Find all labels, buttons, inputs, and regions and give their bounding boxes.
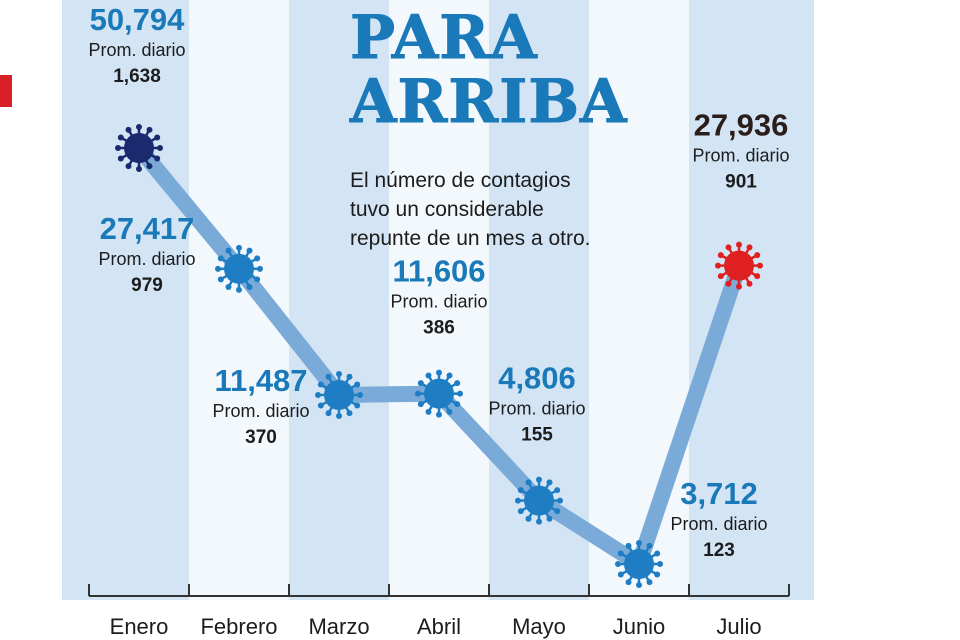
virus-marker	[315, 370, 363, 419]
value-label-daily: 123	[703, 540, 735, 561]
title-line-1: PARA	[350, 3, 538, 73]
month-band	[62, 0, 89, 600]
month-band	[89, 0, 189, 600]
value-label-total: 3,712	[680, 476, 758, 511]
x-tick-label: Febrero	[200, 614, 277, 639]
value-label-prom: Prom. diario	[98, 249, 195, 269]
value-label-prom: Prom. diario	[88, 40, 185, 60]
x-tick-label: Marzo	[308, 614, 369, 639]
virus-marker	[715, 241, 763, 290]
value-label-total: 27,417	[100, 211, 195, 246]
value-label-prom: Prom. diario	[692, 146, 789, 166]
x-tick-label: Mayo	[512, 614, 566, 639]
value-label-daily: 155	[521, 425, 553, 446]
value-label-total: 27,936	[694, 108, 789, 143]
value-label-total: 11,606	[392, 254, 485, 289]
chart-title: PARA ARRIBA	[350, 3, 628, 137]
virus-marker	[215, 244, 263, 293]
x-tick-label: Julio	[716, 614, 761, 639]
chart-subtitle: El número de contagios tuvo un considera…	[350, 169, 591, 250]
value-label-prom: Prom. diario	[212, 401, 309, 421]
value-label-prom: Prom. diario	[488, 399, 585, 419]
month-band	[589, 0, 689, 600]
x-tick-label: Junio	[613, 614, 666, 639]
title-line-2: ARRIBA	[350, 67, 628, 137]
value-label-daily: 901	[725, 172, 757, 193]
value-label-total: 50,794	[90, 2, 186, 37]
virus-marker	[615, 540, 663, 588]
value-label-daily: 1,638	[113, 66, 161, 87]
x-tick-label: Abril	[417, 614, 461, 639]
virus-marker	[415, 369, 463, 418]
month-band	[689, 0, 789, 600]
virus-marker	[515, 476, 563, 525]
x-tick-label: Enero	[110, 614, 169, 639]
chart-panel: 50,794 Prom. diario 1,638 27,417 Prom. diari…	[62, 0, 814, 640]
value-label-daily: 370	[245, 427, 277, 448]
month-band	[289, 0, 389, 600]
line-chart: 50,794 Prom. diario 1,638 27,417 Prom. diari…	[88, 2, 790, 639]
virus-marker	[115, 124, 163, 172]
month-band	[789, 0, 814, 600]
left-edge-marker	[0, 75, 12, 107]
value-label-total: 4,806	[498, 361, 576, 396]
value-label-prom: Prom. diario	[390, 292, 487, 312]
value-label-daily: 386	[423, 318, 455, 339]
value-label-total: 11,487	[214, 363, 307, 398]
value-label-daily: 979	[131, 275, 163, 296]
value-label-prom: Prom. diario	[670, 514, 767, 534]
month-band	[389, 0, 489, 600]
